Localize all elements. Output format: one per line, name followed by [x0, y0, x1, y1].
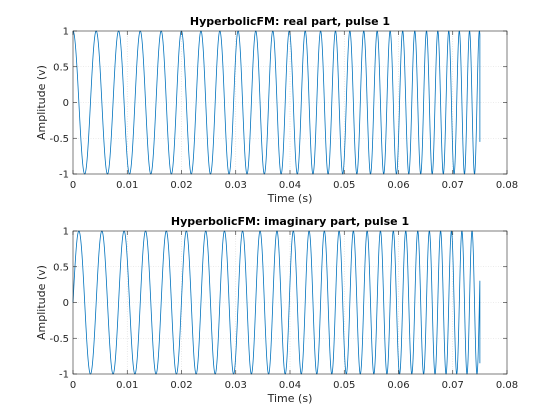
- y-tick-label: 1: [63, 227, 69, 238]
- x-tick-label: 0.01: [116, 180, 138, 191]
- x-axis-label: Time (s): [267, 192, 313, 205]
- series-path: [72, 230, 481, 375]
- x-tick-label: 0.07: [442, 180, 464, 191]
- x-tick-label: 0.04: [279, 380, 301, 391]
- x-tick-label: 0.06: [387, 380, 409, 391]
- x-tick-label: 0: [70, 380, 76, 391]
- y-tick-label: 0.5: [53, 262, 69, 273]
- chart-title: HyperbolicFM: imaginary part, pulse 1: [171, 215, 409, 228]
- y-tick-labels: -1 -0.5 0 0.5 1: [49, 27, 69, 181]
- x-tick-label: 0.07: [442, 380, 464, 391]
- x-tick-label: 0.08: [496, 380, 518, 391]
- x-tick-label: 0.04: [279, 180, 301, 191]
- x-tick-label: 0.03: [225, 380, 247, 391]
- y-tick-label: 0: [63, 98, 69, 109]
- x-tick-labels: 0 0.01 0.02 0.03 0.04 0.05 0.06 0.07 0.08: [70, 180, 518, 191]
- y-axis-label: Amplitude (v): [35, 265, 48, 340]
- y-tick-label: 1: [63, 27, 69, 38]
- y-tick-labels: -1 -0.5 0 0.5 1: [49, 227, 69, 381]
- x-axis-label: Time (s): [267, 392, 313, 405]
- x-tick-label: 0.02: [170, 380, 192, 391]
- y-tick-label: -0.5: [49, 134, 69, 145]
- x-tick-label: 0: [70, 180, 76, 191]
- series-path: [72, 30, 481, 175]
- x-tick-label: 0.02: [170, 180, 192, 191]
- y-tick-label: -1: [59, 170, 69, 181]
- chart-title: HyperbolicFM: real part, pulse 1: [190, 15, 390, 28]
- y-tick-label: -0.5: [49, 334, 69, 345]
- series-line: [72, 30, 481, 175]
- x-tick-label: 0.05: [333, 180, 355, 191]
- y-tick-label: 0: [63, 298, 69, 309]
- x-tick-label: 0.01: [116, 380, 138, 391]
- x-tick-label: 0.06: [387, 180, 409, 191]
- tick-marks: [72, 30, 508, 175]
- tick-marks: [72, 230, 508, 375]
- x-tick-label: 0.08: [496, 180, 518, 191]
- y-tick-label: 0.5: [53, 62, 69, 73]
- series-line: [72, 230, 481, 375]
- subplot-real-part: HyperbolicFM: real part, pulse 1 0 0.01 0.…: [35, 15, 518, 205]
- x-tick-label: 0.05: [333, 380, 355, 391]
- x-tick-labels: 0 0.01 0.02 0.03 0.04 0.05 0.06 0.07 0.08: [70, 380, 518, 391]
- y-axis-label: Amplitude (v): [35, 65, 48, 140]
- y-tick-label: -1: [59, 370, 69, 381]
- x-tick-label: 0.03: [225, 180, 247, 191]
